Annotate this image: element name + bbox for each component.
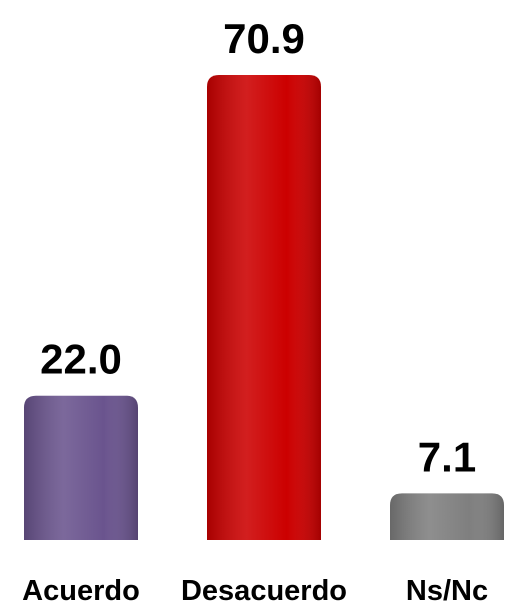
bar-shine bbox=[207, 75, 321, 540]
value-label: 22.0 bbox=[40, 336, 122, 383]
value-label: 7.1 bbox=[418, 433, 476, 480]
x-tick-label: Acuerdo bbox=[22, 575, 140, 607]
value-label: 70.9 bbox=[223, 15, 305, 62]
bar-shine bbox=[24, 395, 138, 540]
x-tick-label: Ns/Nc bbox=[406, 575, 488, 607]
x-tick-label: Desacuerdo bbox=[181, 575, 347, 607]
bar-shine bbox=[390, 493, 504, 540]
